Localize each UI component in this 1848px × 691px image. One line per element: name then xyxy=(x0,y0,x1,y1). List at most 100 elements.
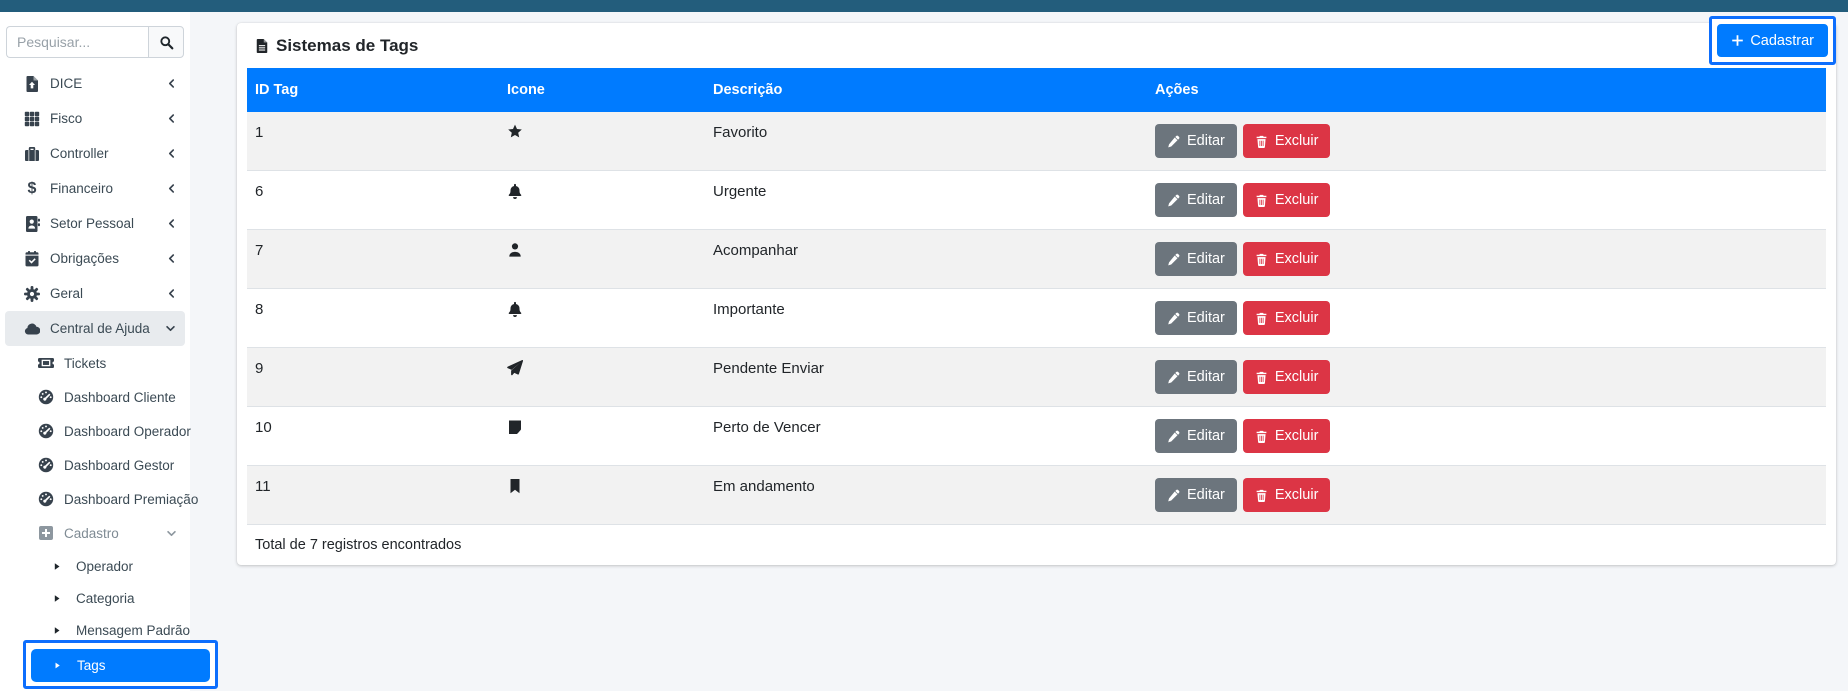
editar-button[interactable]: Editar xyxy=(1155,419,1237,453)
column-header-acoes: Ações xyxy=(1147,68,1826,112)
sidebar-item-label: DICE xyxy=(50,76,83,91)
top-navy-bar xyxy=(0,0,1848,12)
column-header-descricao: Descrição xyxy=(705,68,1147,112)
gear-icon xyxy=(24,285,40,302)
sidebar-item-label: Tags xyxy=(77,658,106,673)
chevron-left-icon xyxy=(166,183,177,194)
sidebar-item-label: Financeiro xyxy=(50,181,114,196)
dollar-icon: $ xyxy=(27,179,37,197)
editar-button[interactable]: Editar xyxy=(1155,360,1237,394)
sidebar-item-dashboard-cliente[interactable]: Dashboard Cliente xyxy=(0,380,190,414)
cadastrar-button[interactable]: Cadastrar xyxy=(1717,24,1828,57)
records-count-text: Total de 7 registros encontrados xyxy=(255,537,462,553)
cell-descricao: Perto de Vencer xyxy=(705,406,1147,466)
plus-icon xyxy=(1731,34,1744,47)
page-title-row: Sistemas de Tags xyxy=(247,23,418,68)
trash-icon xyxy=(1255,312,1268,325)
table-row: 11 Em andamento Editar Excluir xyxy=(247,465,1826,524)
cell-id-tag: 10 xyxy=(247,406,499,466)
chevron-down-icon xyxy=(166,528,177,539)
gauge-icon xyxy=(38,389,54,405)
cadastrar-label: Cadastrar xyxy=(1750,32,1814,49)
sidebar-item-financeiro[interactable]: $ Financeiro xyxy=(0,171,190,206)
editar-button[interactable]: Editar xyxy=(1155,301,1237,335)
pencil-icon xyxy=(1167,312,1180,325)
excluir-button[interactable]: Excluir xyxy=(1242,478,1331,512)
file-alt-icon xyxy=(255,38,269,54)
search-input[interactable] xyxy=(6,26,148,58)
sidebar-item-mensagem-padrao[interactable]: Mensagem Padrão xyxy=(0,614,190,646)
chevron-left-icon xyxy=(166,218,177,229)
sidebar-item-tags[interactable]: Tags xyxy=(31,649,210,682)
excluir-button[interactable]: Excluir xyxy=(1242,360,1331,394)
column-header-id-tag: ID Tag xyxy=(247,68,499,112)
search-icon xyxy=(159,35,174,50)
cell-descricao: Importante xyxy=(705,288,1147,348)
cell-id-tag: 11 xyxy=(247,465,499,524)
sidebar-item-operador[interactable]: Operador xyxy=(0,550,190,582)
sidebar-item-dashboard-premiacao[interactable]: Dashboard Premiação xyxy=(0,482,198,516)
sidebar-item-fisco[interactable]: Fisco xyxy=(0,101,190,136)
gauge-icon xyxy=(38,491,54,507)
sidebar-item-label: Geral xyxy=(50,286,84,301)
sidebar-item-label: Controller xyxy=(50,146,109,161)
bookmark-icon xyxy=(507,478,523,494)
sidebar-item-dice[interactable]: DICE xyxy=(0,66,190,101)
sidebar-item-label: Dashboard Gestor xyxy=(64,457,175,473)
page-title: Sistemas de Tags xyxy=(276,35,419,55)
grid-icon xyxy=(24,111,40,127)
row-actions: Editar Excluir xyxy=(1155,242,1818,276)
chevron-left-icon xyxy=(166,253,177,264)
cell-id-tag: 8 xyxy=(247,288,499,348)
excluir-button[interactable]: Excluir xyxy=(1242,419,1331,453)
tags-card: Sistemas de Tags Cadastrar ID Tag Icone De… xyxy=(237,16,1836,565)
caret-right-icon xyxy=(53,660,62,671)
chevron-left-icon xyxy=(166,113,177,124)
sidebar-search xyxy=(6,26,184,58)
pencil-icon xyxy=(1167,430,1180,443)
calendar-check-icon xyxy=(24,250,40,267)
cell-descricao: Urgente xyxy=(705,170,1147,230)
excluir-button[interactable]: Excluir xyxy=(1242,124,1331,158)
excluir-button[interactable]: Excluir xyxy=(1242,242,1331,276)
editar-button[interactable]: Editar xyxy=(1155,183,1237,217)
sidebar-item-dashboard-gestor[interactable]: Dashboard Gestor xyxy=(0,448,190,482)
trash-icon xyxy=(1255,430,1268,443)
card-header: Sistemas de Tags Cadastrar xyxy=(247,16,1836,68)
cell-id-tag: 6 xyxy=(247,170,499,230)
search-button[interactable] xyxy=(148,26,184,58)
sidebar-item-central-de-ajuda[interactable]: Central de Ajuda xyxy=(5,311,185,346)
sidebar-item-categoria[interactable]: Categoria xyxy=(0,582,190,614)
row-actions: Editar Excluir xyxy=(1155,183,1818,217)
sticky-note-icon xyxy=(507,419,523,435)
sidebar-item-label: Central de Ajuda xyxy=(50,321,150,336)
ticket-icon xyxy=(38,355,54,371)
sidebar-item-controller[interactable]: Controller xyxy=(0,136,190,171)
sidebar-item-geral[interactable]: Geral xyxy=(0,276,190,311)
sidebar-item-label: Mensagem Padrão xyxy=(76,622,191,638)
sidebar-item-tickets[interactable]: Tickets xyxy=(0,346,190,380)
editar-button[interactable]: Editar xyxy=(1155,242,1237,276)
selection-highlight-box: Tags xyxy=(23,640,218,689)
sidebar-item-label: Dashboard Premiação xyxy=(64,491,199,507)
cell-id-tag: 7 xyxy=(247,229,499,289)
table-row: 9 Pendente Enviar Editar Excluir xyxy=(247,347,1826,407)
cell-descricao: Pendente Enviar xyxy=(705,347,1147,407)
table-header-row: ID Tag Icone Descrição Ações xyxy=(247,68,1826,112)
sidebar-item-obrigacoes[interactable]: Obrigações xyxy=(0,241,190,276)
editar-button[interactable]: Editar xyxy=(1155,478,1237,512)
sidebar-item-dashboard-operador[interactable]: Dashboard Operador xyxy=(0,414,191,448)
row-actions: Editar Excluir xyxy=(1155,419,1818,453)
editar-button[interactable]: Editar xyxy=(1155,124,1237,158)
trash-icon xyxy=(1255,253,1268,266)
sidebar-item-setor-pessoal[interactable]: Setor Pessoal xyxy=(0,206,190,241)
sidebar-item-cadastro[interactable]: Cadastro xyxy=(0,516,190,550)
sidebar-item-label: Fisco xyxy=(50,111,83,126)
cell-descricao: Favorito xyxy=(713,124,768,141)
sidebar-item-label: Dashboard Operador xyxy=(64,423,191,439)
cloud-icon xyxy=(24,321,40,337)
trash-icon xyxy=(1255,371,1268,384)
excluir-button[interactable]: Excluir xyxy=(1242,183,1331,217)
excluir-button[interactable]: Excluir xyxy=(1242,301,1331,335)
pencil-icon xyxy=(1167,194,1180,207)
